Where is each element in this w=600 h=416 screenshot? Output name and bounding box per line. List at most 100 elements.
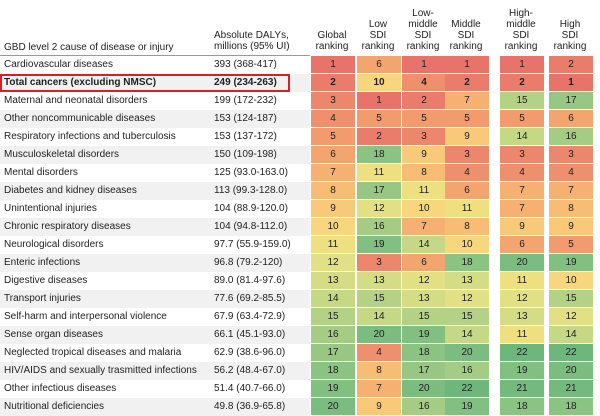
rank-cell: 19 xyxy=(402,326,446,344)
rank-cell: 7 xyxy=(311,164,355,182)
header-cause-label: GBD level 2 cause of disease or injury xyxy=(4,42,174,53)
rank-cell: 5 xyxy=(357,110,401,128)
rank-cell: 3 xyxy=(445,146,489,164)
rank-cell: 2 xyxy=(402,92,446,110)
dalys-value: 51.4 (40.7-66.0) xyxy=(214,383,286,394)
dalys-value: 49.8 (36.9-65.8) xyxy=(210,398,310,416)
rank-cell: 7 xyxy=(500,200,544,218)
rank-cell: 12 xyxy=(549,308,593,326)
header-global-line1: Global xyxy=(317,30,347,41)
dalys-value: 113 (99.3-128.0) xyxy=(210,182,310,200)
rank-cell: 7 xyxy=(500,182,544,200)
rank-cell: 14 xyxy=(311,290,355,308)
rank-cell: 17 xyxy=(357,182,401,200)
header-lowmid-line4: ranking xyxy=(406,41,440,52)
header-dalys-line1: Absolute DALYs, xyxy=(214,30,289,41)
dalys-value: 393 (368-417) xyxy=(214,59,277,70)
header-cause: GBD level 2 cause of disease or injury xyxy=(4,42,204,53)
rank-cell: 16 xyxy=(445,362,489,380)
rank-cell: 3 xyxy=(500,146,544,164)
cause-name: Other noncommunicable diseases xyxy=(0,110,210,128)
rank-cell: 11 xyxy=(500,272,544,290)
header-dalys: Absolute DALYs, millions (95% UI) xyxy=(214,30,310,52)
rank-cell: 22 xyxy=(549,344,593,362)
rank-cell: 13 xyxy=(445,272,489,290)
table-row: Respiratory infections and tuberculosis 1… xyxy=(0,128,600,146)
header-lowmid-line2: middle xyxy=(408,19,438,30)
rank-cell: 14 xyxy=(357,308,401,326)
header-low-middle-sdi-ranking: Low- middle SDI ranking xyxy=(402,8,444,52)
rank-cell: 1 xyxy=(549,74,593,92)
rank-cell: 13 xyxy=(402,290,446,308)
header-lowmid-line1: Low- xyxy=(412,8,434,19)
rank-cell: 22 xyxy=(500,344,544,362)
rank-cell: 5 xyxy=(549,236,593,254)
table-row: Other noncommunicable diseases 153 (124-1… xyxy=(0,110,600,128)
header-global-ranking: Global ranking xyxy=(311,30,353,52)
dalys-value: 66.1 (45.1-93.0) xyxy=(210,326,310,344)
rank-cell: 20 xyxy=(549,362,593,380)
header-mid-line2: SDI xyxy=(457,30,475,41)
rank-cell: 2 xyxy=(549,56,593,74)
rank-cell: 10 xyxy=(549,272,593,290)
header-middle-sdi-ranking: Middle SDI ranking xyxy=(445,19,487,52)
rank-cell: 18 xyxy=(500,398,544,416)
rank-cell: 12 xyxy=(445,290,489,308)
cause-name: Other infectious diseases xyxy=(4,383,117,394)
table-row: Digestive diseases 89.0 (81.4-97.6) 13 13 12… xyxy=(0,272,600,290)
cause-name: Transport injuries xyxy=(0,290,210,308)
rank-cell: 17 xyxy=(402,362,446,380)
cause-name: HIV/AIDS and sexually trasmitted infecti… xyxy=(0,362,210,380)
rank-cell: 10 xyxy=(402,200,446,218)
table-row: Neurological disorders 97.7 (55.9-159.0) 1… xyxy=(0,236,600,254)
rank-cell: 4 xyxy=(402,74,446,92)
rank-cell: 6 xyxy=(357,56,401,74)
rank-cell: 13 xyxy=(311,272,355,290)
rank-cell: 18 xyxy=(549,398,593,416)
header-high-sdi-ranking: High SDI ranking xyxy=(549,19,591,52)
rank-cell: 13 xyxy=(500,308,544,326)
header-high-line3: ranking xyxy=(553,41,587,52)
rank-cell: 7 xyxy=(357,380,401,398)
rank-cell: 14 xyxy=(445,326,489,344)
dalys-value: 125 (93.0-163.0) xyxy=(214,167,288,178)
rank-cell: 8 xyxy=(549,200,593,218)
rank-cell: 3 xyxy=(402,128,446,146)
dalys-value: 199 (172-232) xyxy=(214,95,277,106)
header-high-line2: SDI xyxy=(561,30,579,41)
cause-name: Maternal and neonatal disorders xyxy=(4,95,148,106)
rank-cell: 19 xyxy=(445,398,489,416)
table-row: Chronic respiratory diseases 104 (94.8-11… xyxy=(0,218,600,236)
header-global-line2: ranking xyxy=(315,41,349,52)
table-row: Enteric infections 96.8 (79.2-120) 12 3 6 18 2… xyxy=(0,254,600,272)
rank-cell: 20 xyxy=(500,254,544,272)
cause-name: Cardiovascular diseases xyxy=(4,59,113,70)
header-highmid-line3: SDI xyxy=(512,30,530,41)
rank-cell: 2 xyxy=(500,74,544,92)
table-row: Cardiovascular diseases 393 (368-417) 1 6 1 1… xyxy=(0,56,600,74)
rank-cell: 12 xyxy=(357,200,401,218)
rank-cell: 6 xyxy=(549,110,593,128)
header-highmid-line2: middle xyxy=(506,19,536,30)
table-row: Total cancers (excluding NMSC) 249 (234-2… xyxy=(0,74,600,92)
rank-cell: 8 xyxy=(311,182,355,200)
cause-name: Unintentional injuries xyxy=(4,203,97,214)
dalys-value: 96.8 (79.2-120) xyxy=(210,254,310,272)
header-low-sdi-ranking: Low SDI ranking xyxy=(357,19,399,52)
cause-name: Self-harm and interpersonal violence xyxy=(4,311,167,322)
rank-cell: 8 xyxy=(402,164,446,182)
header-dalys-line2: millions (95% UI) xyxy=(214,41,290,52)
rank-cell: 14 xyxy=(402,236,446,254)
header-low-line2: SDI xyxy=(369,30,387,41)
rank-cell: 10 xyxy=(445,236,489,254)
header-high-middle-sdi-ranking: High- middle SDI ranking xyxy=(500,8,542,52)
header-low-line3: ranking xyxy=(361,41,395,52)
rank-cell: 4 xyxy=(445,164,489,182)
dalys-value: 153 (124-187) xyxy=(210,110,310,128)
rank-cell: 15 xyxy=(500,92,544,110)
table-row: Other infectious diseases 51.4 (40.7-66.0… xyxy=(0,380,600,398)
cause-name: Diabetes and kidney diseases xyxy=(0,182,210,200)
dalys-value: 67.9 (63.4-72.9) xyxy=(214,311,286,322)
rank-cell: 15 xyxy=(445,308,489,326)
rank-cell: 7 xyxy=(549,182,593,200)
